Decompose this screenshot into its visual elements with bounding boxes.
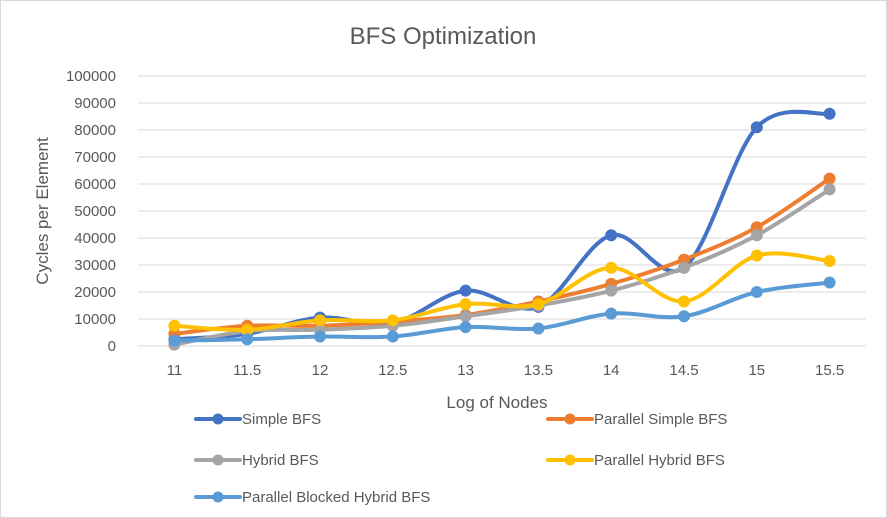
y-tick-label: 10000: [74, 311, 116, 328]
x-tick-label: 12.5: [378, 362, 407, 379]
x-tick-label: 13.5: [524, 362, 553, 379]
data-point: [532, 298, 545, 311]
data-point: [314, 314, 326, 327]
data-point: [605, 261, 618, 274]
x-tick-label: 12: [312, 362, 329, 379]
legend-label: Simple BFS: [242, 411, 321, 428]
legend-label: Parallel Simple BFS: [594, 411, 727, 428]
y-tick-label: 20000: [74, 284, 116, 301]
data-point: [168, 319, 181, 332]
legend-item: Hybrid BFS: [194, 452, 319, 469]
series-line: [172, 251, 832, 332]
data-point: [823, 172, 836, 185]
legend-label: Hybrid BFS: [242, 452, 319, 469]
x-axis-label: Log of Nodes: [446, 393, 547, 412]
data-point: [241, 333, 254, 346]
legend-item: Parallel Hybrid BFS: [546, 452, 725, 469]
legend-item: Simple BFS: [194, 411, 321, 428]
x-axis-ticks: 11 11.5 12 12.5 13 13.5 14 14.5 15 15.5: [167, 362, 845, 379]
y-tick-label: 100000: [66, 68, 116, 85]
legend-item: Parallel Blocked Hybrid BFS: [194, 489, 430, 506]
series-5: [168, 276, 836, 347]
chart-title: BFS Optimization: [350, 23, 537, 50]
x-tick-label: 11: [167, 362, 183, 379]
y-tick-label: 30000: [74, 257, 116, 274]
data-point: [314, 330, 326, 343]
legend-swatch-marker: [212, 454, 224, 466]
y-tick-label: 0: [108, 338, 116, 355]
data-point: [678, 295, 690, 308]
data-point: [386, 330, 399, 343]
x-tick-label: 15.5: [815, 362, 844, 379]
data-point: [459, 321, 472, 334]
x-tick-label: 14.5: [669, 362, 698, 379]
data-point: [168, 334, 181, 347]
data-point: [750, 121, 763, 134]
y-axis-ticks: 0 10000 20000 30000 40000 50000 60000 70000 8000…: [66, 68, 116, 355]
data-point: [459, 298, 472, 311]
y-tick-label: 60000: [74, 176, 116, 193]
y-tick-label: 80000: [74, 122, 116, 139]
data-point: [823, 276, 836, 289]
y-tick-label: 90000: [74, 95, 116, 112]
data-point: [750, 249, 763, 262]
data-point: [605, 284, 618, 297]
data-point: [678, 310, 690, 323]
data-point: [532, 322, 545, 335]
y-tick-label: 40000: [74, 230, 116, 247]
series-line: [172, 187, 832, 347]
data-point: [750, 229, 763, 242]
data-point: [823, 254, 836, 267]
data-point: [459, 284, 472, 297]
x-tick-label: 15: [748, 362, 765, 379]
data-point: [459, 310, 472, 323]
legend-item: Parallel Simple BFS: [546, 411, 727, 428]
series-lines: [168, 107, 836, 351]
series-4: [168, 249, 836, 336]
data-point: [386, 314, 399, 327]
data-point: [678, 261, 690, 274]
legend-label: Parallel Hybrid BFS: [594, 452, 725, 469]
series-2: [168, 172, 836, 340]
y-axis-label: Cycles per Element: [33, 137, 52, 285]
y-tick-label: 70000: [74, 149, 116, 166]
legend: Simple BFS Parallel Simple BFS Hybrid BFS P…: [194, 411, 727, 506]
data-point: [823, 183, 836, 196]
data-point: [605, 229, 618, 242]
x-tick-label: 11.5: [233, 362, 261, 379]
gridlines: [138, 75, 866, 347]
data-point: [605, 307, 618, 320]
legend-swatch-marker: [564, 454, 576, 466]
legend-swatch-marker: [564, 413, 576, 425]
x-tick-label: 14: [603, 362, 620, 379]
data-point: [823, 107, 836, 120]
data-point: [750, 286, 763, 298]
legend-swatch-marker: [212, 491, 224, 503]
x-tick-label: 13: [457, 362, 474, 379]
legend-label: Parallel Blocked Hybrid BFS: [242, 489, 430, 506]
y-tick-label: 50000: [74, 203, 116, 220]
series-line: [172, 280, 832, 343]
legend-swatch-marker: [212, 413, 224, 425]
